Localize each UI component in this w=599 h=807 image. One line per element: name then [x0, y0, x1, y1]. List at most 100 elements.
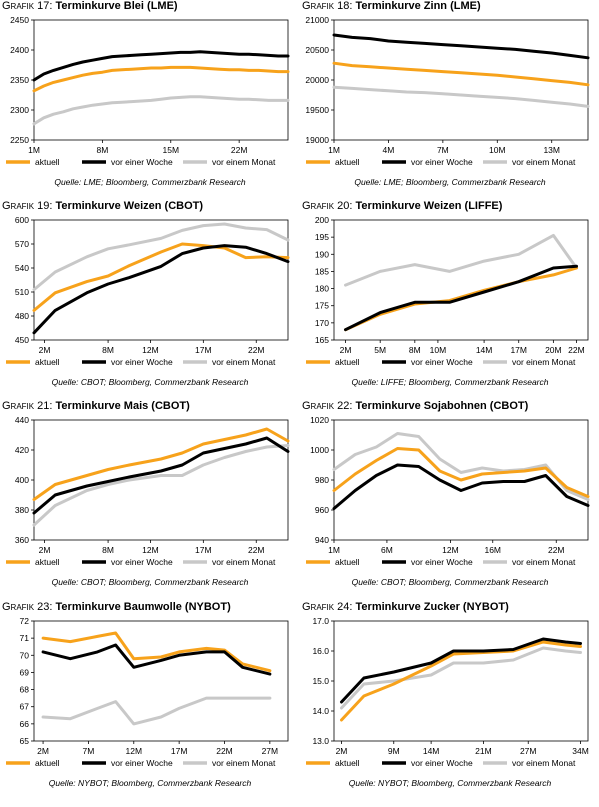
legend-label-monat: vor einem Monat	[512, 357, 576, 367]
plot-area	[33, 19, 289, 141]
series-line-woche	[332, 463, 590, 510]
y-tick-label: 65	[20, 736, 30, 746]
y-tick-label: 480	[15, 311, 29, 321]
grafik-number: 22:	[334, 400, 356, 412]
x-tick-label: 2M	[37, 746, 49, 756]
legend-label-monat: vor einem Monat	[512, 157, 576, 167]
y-tick-label: 71	[20, 633, 30, 643]
legend-label-aktuell: aktuell	[35, 758, 60, 768]
source-note: Quelle: LME; Bloomberg, Commerzbank Rese…	[354, 177, 546, 187]
x-tick-label: 2M	[336, 746, 348, 756]
chart-svg: 165 170 175 180 185 190 195 200 2M 5M 8M 10M 14M 17M 2…	[306, 215, 589, 367]
x-tick-label: 12M	[142, 545, 159, 555]
series-line-aktuell	[332, 61, 590, 87]
y-tick-label: 67	[20, 702, 30, 712]
y-tick-label: 570	[15, 239, 29, 249]
y-tick-label: 190	[315, 249, 329, 259]
series-line-woche	[32, 436, 290, 515]
legend-label-aktuell: aktuell	[35, 357, 60, 367]
x-tick-label: 7M	[83, 746, 95, 756]
x-tick-label: 14M	[423, 746, 440, 756]
x-tick-label: 22M	[231, 145, 248, 155]
grafik-label: Grafik	[302, 601, 335, 613]
plot-area	[33, 620, 289, 742]
chart-svg: 2250 2300 2350 2400 2450 1M 8M 15M 22M aktuell vor…	[6, 15, 290, 167]
legend-label-monat: vor einem Monat	[212, 758, 276, 768]
source-note: Quelle: LIFFE; Bloomberg, Commerzbank Re…	[351, 377, 549, 387]
source-note: Quelle: CBOT; Bloomberg, Commerzbank Res…	[51, 577, 249, 587]
x-tick-label: 22M	[248, 545, 265, 555]
y-tick-label: 20500	[305, 45, 329, 55]
chart-panel: Grafik 23: Terminkurve Baumwolle (NYBOT)…	[0, 601, 300, 803]
chart-svg: 13.0 14.0 15.0 16.0 17.0 2M 9M 14M 21M 27M 34M aktu…	[306, 616, 589, 768]
x-tick-label: 1M	[28, 145, 40, 155]
x-tick-label: 17M	[171, 746, 188, 756]
y-tick-label: 175	[315, 301, 329, 311]
series-line-monat	[344, 233, 578, 287]
y-tick-label: 17.0	[312, 616, 329, 626]
grafik-number: 23:	[34, 601, 56, 613]
x-tick-label: 2M	[39, 345, 51, 355]
series-line-monat	[340, 646, 582, 710]
x-tick-label: 8M	[96, 145, 108, 155]
series-line-monat	[41, 696, 272, 726]
grafik-number: 17:	[34, 0, 56, 12]
x-tick-label: 1M	[328, 145, 340, 155]
chart-title-text: Terminkurve Weizen (LIFFE)	[355, 200, 503, 212]
chart-title: Grafik 18: Terminkurve Zinn (LME)	[302, 0, 481, 12]
y-tick-label: 13.0	[312, 736, 329, 746]
x-tick-label: 8M	[102, 545, 114, 555]
grafik-number: 24:	[334, 601, 356, 613]
grafik-label: Grafik	[2, 200, 35, 212]
source-note: Quelle: CBOT; Bloomberg, Commerzbank Res…	[51, 377, 249, 387]
y-tick-label: 440	[15, 415, 29, 425]
chart-panel: Grafik 24: Terminkurve Zucker (NYBOT) 13.…	[300, 601, 599, 803]
y-tick-label: 14.0	[312, 706, 329, 716]
legend-label-woche: vor einer Woche	[111, 557, 173, 567]
chart-svg: 65 66 67 68 69 70 71 72 2M 7M 12M 17M 22M 27M aktuell v…	[6, 616, 289, 768]
legend-label-aktuell: aktuell	[335, 758, 360, 768]
chart-title-text: Terminkurve Weizen (CBOT)	[55, 200, 204, 212]
x-tick-label: 12M	[126, 746, 143, 756]
grafik-number: 20:	[334, 200, 356, 212]
y-tick-label: 1000	[310, 445, 329, 455]
chart-panel: Grafik 21: Terminkurve Mais (CBOT) 360 380…	[0, 400, 300, 602]
x-tick-label: 27M	[262, 746, 279, 756]
legend-label-aktuell: aktuell	[335, 357, 360, 367]
x-tick-label: 20M	[545, 345, 562, 355]
y-tick-label: 69	[20, 667, 30, 677]
chart-panel: Grafik 22: Terminkurve Sojabohnen (CBOT)…	[300, 400, 599, 602]
x-tick-label: 22M	[548, 545, 565, 555]
grafik-label: Grafik	[302, 400, 335, 412]
legend-label-monat: vor einem Monat	[212, 557, 276, 567]
y-tick-label: 19000	[305, 135, 329, 145]
series-line-woche	[344, 264, 578, 332]
x-tick-label: 15M	[162, 145, 179, 155]
chart-title: Grafik 20: Terminkurve Weizen (LIFFE)	[302, 200, 502, 212]
series-line-monat	[32, 444, 290, 527]
x-tick-label: 10M	[489, 145, 506, 155]
chart-title-text: Terminkurve Mais (CBOT)	[55, 400, 190, 412]
x-tick-label: 9M	[388, 746, 400, 756]
source-note: Quelle: CBOT; Bloomberg, Commerzbank Res…	[351, 577, 549, 587]
grafik-number: 21:	[34, 400, 56, 412]
legend-label-woche: vor einer Woche	[411, 357, 473, 367]
chart-panel: Grafik 18: Terminkurve Zinn (LME) 19000 19…	[300, 0, 599, 202]
y-tick-label: 940	[315, 535, 329, 545]
x-tick-label: 17M	[510, 345, 527, 355]
y-tick-label: 185	[315, 266, 329, 276]
x-tick-label: 1M	[328, 545, 340, 555]
series-line-monat	[332, 85, 590, 108]
grafik-label: Grafik	[302, 0, 335, 12]
y-tick-label: 15.0	[312, 676, 329, 686]
y-tick-label: 170	[315, 318, 329, 328]
y-tick-label: 400	[15, 475, 29, 485]
legend-label-woche: vor einer Woche	[111, 157, 173, 167]
y-tick-label: 960	[315, 505, 329, 515]
y-tick-label: 510	[15, 287, 29, 297]
y-tick-label: 20000	[305, 75, 329, 85]
legend-label-aktuell: aktuell	[335, 557, 360, 567]
y-tick-label: 2300	[10, 105, 29, 115]
x-tick-label: 7M	[437, 145, 449, 155]
y-tick-label: 19500	[305, 105, 329, 115]
